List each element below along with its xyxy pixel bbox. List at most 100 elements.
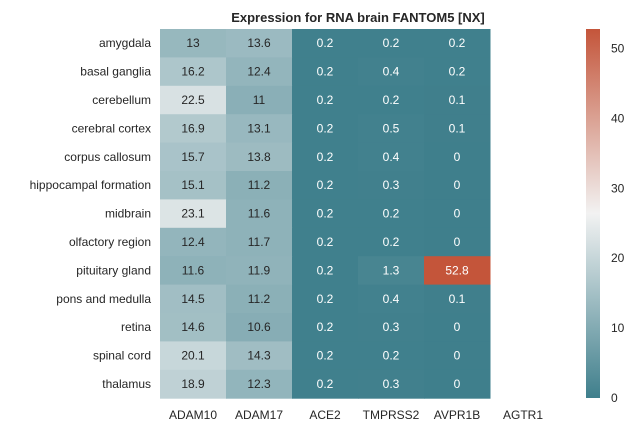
cell-value-label: 0.3 <box>383 320 400 334</box>
heatmap-cell <box>226 171 293 200</box>
row-label: cerebellum <box>92 93 151 107</box>
row-label: midbrain <box>105 207 151 221</box>
cell-value-label: 0.2 <box>317 320 334 334</box>
cell-value-label: 0.1 <box>449 93 466 107</box>
heatmap-cell <box>358 256 425 286</box>
heatmap-cell <box>226 284 293 314</box>
colorbar-tick-label: 50 <box>611 42 625 56</box>
cell-value-label: 14.3 <box>247 349 271 363</box>
heatmap-cell <box>160 227 227 257</box>
cell-value-label: 0.3 <box>383 377 400 391</box>
heatmap-cell <box>226 313 293 342</box>
cell-value-label: 0 <box>454 377 461 391</box>
heatmap-cell <box>292 171 359 200</box>
heatmap-cell <box>292 369 359 399</box>
cell-value-label: 0.2 <box>317 150 334 164</box>
heatmap-cell <box>358 142 425 172</box>
heatmap-cell <box>424 85 491 115</box>
heatmap-cell <box>292 227 359 257</box>
colorbar-tick-label: 30 <box>611 181 625 195</box>
heatmap-cell <box>358 227 425 257</box>
heatmap-cell <box>358 313 425 342</box>
heatmap-cell <box>358 199 425 229</box>
heatmap-cell <box>358 369 425 399</box>
cell-value-label: 15.7 <box>181 150 205 164</box>
cell-value-label: 0.2 <box>383 36 400 50</box>
column-label: ADAM10 <box>169 408 217 422</box>
heatmap-cell <box>292 284 359 314</box>
cell-value-label: 12.3 <box>247 377 271 391</box>
cell-value-label: 16.9 <box>181 121 205 135</box>
cell-value-label: 0.1 <box>449 121 466 135</box>
heatmap-cell <box>424 369 491 399</box>
cell-value-label: 11.6 <box>182 263 205 277</box>
heatmap-cell <box>358 114 425 144</box>
heatmap-cell <box>226 29 293 58</box>
cell-value-label: 0.2 <box>317 93 334 107</box>
cell-value-label: 0.2 <box>383 349 400 363</box>
cell-value-label: 0 <box>454 150 461 164</box>
heatmap-cell <box>160 369 227 399</box>
heatmap-cell <box>358 341 425 371</box>
cell-value-label: 13 <box>186 36 200 50</box>
cell-value-label: 0.2 <box>317 207 334 221</box>
cell-value-label: 0.5 <box>383 121 400 135</box>
colorbar-gradient <box>586 29 600 398</box>
chart-title: Expression for RNA brain FANTOM5 [NX] <box>231 10 485 25</box>
column-label: ADAM17 <box>235 408 283 422</box>
cell-value-label: 0.4 <box>383 65 400 79</box>
heatmap-cell <box>226 199 293 229</box>
heatmap-cell <box>226 114 293 144</box>
heatmap-cell <box>226 227 293 257</box>
cell-value-label: 0 <box>454 320 461 334</box>
heatmap-cell <box>160 256 227 286</box>
cell-value-label: 0.2 <box>317 377 334 391</box>
heatmap-cell <box>160 142 227 172</box>
cell-value-label: 22.5 <box>181 93 205 107</box>
cell-value-label: 0 <box>454 207 461 221</box>
cell-value-label: 14.5 <box>181 292 205 306</box>
row-label: basal ganglia <box>80 65 151 79</box>
heatmap-cell <box>292 29 359 58</box>
cell-value-label: 11.2 <box>248 178 271 192</box>
heatmap-cell <box>160 341 227 371</box>
heatmap-cell <box>226 85 293 115</box>
heatmap-cell <box>292 85 359 115</box>
heatmap-cell <box>160 114 227 144</box>
heatmap-cell <box>160 57 227 87</box>
column-label: TMPRSS2 <box>363 408 420 422</box>
row-label: retina <box>121 320 151 334</box>
cell-value-label: 0.2 <box>383 207 400 221</box>
row-label: corpus callosum <box>64 150 151 164</box>
cell-value-label: 0.4 <box>383 292 400 306</box>
cell-value-label: 18.9 <box>181 377 205 391</box>
colorbar-tick-label: 10 <box>611 321 625 335</box>
cell-value-label: 11.2 <box>248 292 271 306</box>
cell-value-label: 14.6 <box>181 320 205 334</box>
cell-value-label: 11 <box>253 93 266 107</box>
cell-value-label: 11.6 <box>248 207 271 221</box>
cell-value-label: 0.2 <box>317 36 334 50</box>
heatmap-cell <box>226 57 293 87</box>
heatmap-cell <box>226 142 293 172</box>
heatmap-cell <box>424 256 491 286</box>
colorbar-tick-label: 0 <box>611 391 618 405</box>
heatmap-cell <box>292 114 359 144</box>
heatmap-cell <box>226 369 293 399</box>
cell-value-label: 15.1 <box>181 178 205 192</box>
colorbar-tick-label: 20 <box>611 251 625 265</box>
row-label: pituitary gland <box>76 263 151 277</box>
column-label: AVPR1B <box>434 408 480 422</box>
cell-value-label: 0.2 <box>383 235 400 249</box>
cell-value-label: 20.1 <box>181 349 205 363</box>
cell-value-label: 52.8 <box>445 263 469 277</box>
cell-value-label: 0 <box>454 349 461 363</box>
heatmap-cell <box>358 29 425 58</box>
cell-value-label: 12.4 <box>247 65 271 79</box>
cell-value-label: 11.7 <box>248 235 271 249</box>
row-labels: amygdala basal ganglia cerebellum cerebral … <box>30 36 152 391</box>
heatmap-cell <box>424 227 491 257</box>
cell-value-label: 0.2 <box>317 349 334 363</box>
cell-value-label: 0.2 <box>449 65 466 79</box>
cell-value-label: 1.3 <box>383 263 400 277</box>
